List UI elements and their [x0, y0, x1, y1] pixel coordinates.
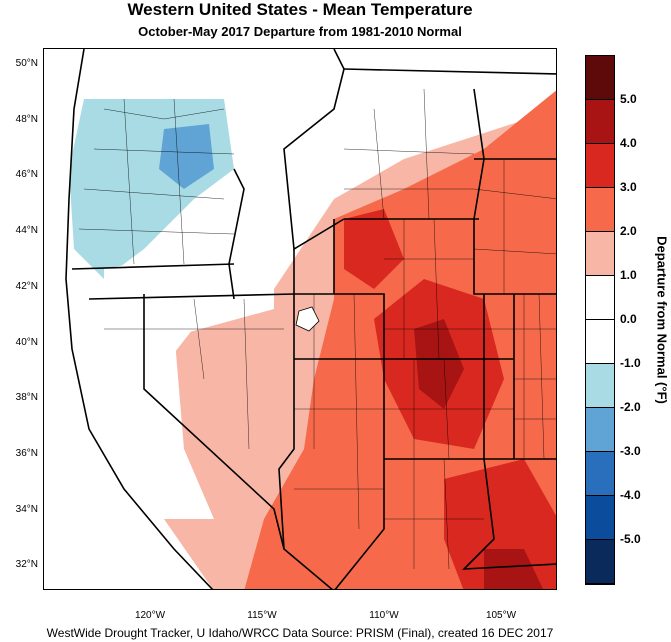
great-salt-lake — [295, 306, 320, 332]
colorbar-tick-label: 0.0 — [620, 312, 637, 326]
colorbar-tick-label: 5.0 — [620, 92, 637, 106]
colorbar — [585, 55, 615, 585]
latitude-tick-label: 48°N — [15, 113, 38, 125]
colorbar-segment — [586, 408, 614, 452]
longitude-tick-label: 105°W — [485, 610, 517, 621]
pacific-ocean — [44, 49, 213, 589]
latitude-tick-label: 34°N — [15, 503, 38, 515]
temperature-departure-map — [43, 48, 557, 590]
colorbar-segment — [586, 56, 614, 100]
neutral-region-ca — [84, 329, 214, 519]
colorbar-segment — [586, 496, 614, 540]
colorbar-tick-label: 3.0 — [620, 180, 637, 194]
colorbar-tick-label: -3.0 — [620, 444, 641, 458]
colorbar-segment — [586, 144, 614, 188]
colorbar-tick-label: -4.0 — [620, 488, 641, 502]
latitude-tick-label: 36°N — [15, 447, 38, 459]
colorbar-tick-label: 4.0 — [620, 136, 637, 150]
colorbar-segment — [586, 276, 614, 320]
colorbar-tick-label: -1.0 — [620, 356, 641, 370]
colorbar-segment — [586, 320, 614, 364]
neutral-region-or — [104, 249, 274, 349]
colorbar-segment — [586, 364, 614, 408]
colorbar-segment — [586, 100, 614, 144]
longitude-tick-label: 115°W — [247, 610, 277, 621]
colorbar-segment — [586, 232, 614, 276]
colorbar-tick-label: -2.0 — [620, 400, 641, 414]
colorbar-tick-label: 1.0 — [620, 268, 637, 282]
very-hot-south — [484, 549, 544, 589]
map-title: Western United States - Mean Temperature — [127, 0, 473, 19]
colorbar-segment — [586, 452, 614, 496]
colorbar-segment — [586, 540, 614, 584]
latitude-tick-label: 46°N — [15, 169, 38, 181]
longitude-tick-label: 110°W — [369, 610, 399, 621]
latitude-tick-label: 32°N — [15, 559, 38, 571]
latitude-tick-label: 42°N — [15, 280, 38, 292]
hot-region-wy — [344, 209, 404, 289]
map-subtitle: October-May 2017 Departure from 1981-201… — [138, 24, 462, 39]
colorbar-segment — [586, 188, 614, 232]
latitude-tick-label: 44°N — [15, 225, 38, 237]
very-hot-core — [414, 319, 464, 409]
county-borders — [78, 88, 556, 570]
footer-credit: WestWide Drought Tracker, U Idaho/WRCC D… — [46, 626, 554, 640]
latitude-tick-label: 40°N — [15, 336, 38, 348]
map-svg — [44, 49, 556, 589]
colorbar-tick-label: -5.0 — [620, 532, 641, 546]
state-borders — [65, 49, 556, 589]
cool-region-core — [159, 124, 214, 189]
longitude-tick-label: 120°W — [134, 610, 166, 621]
latitude-tick-label: 38°N — [15, 392, 38, 404]
colorbar-tick-label: 2.0 — [620, 224, 637, 238]
hot-region-nm — [444, 459, 556, 589]
colorbar-title: Departure from Normal (°F) — [654, 236, 670, 404]
latitude-tick-label: 50°N — [15, 58, 38, 69]
